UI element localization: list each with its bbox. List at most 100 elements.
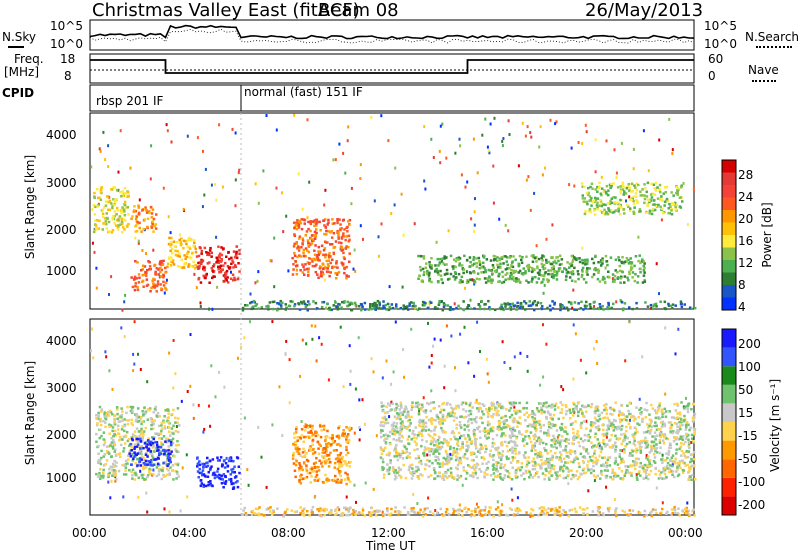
heatmap-cell [486, 420, 490, 424]
heatmap-cell [549, 272, 552, 276]
heatmap-cell [179, 241, 182, 244]
heatmap-cell [638, 442, 642, 446]
heatmap-cell [597, 413, 601, 417]
heatmap-cell [506, 267, 509, 270]
heatmap-cell [560, 262, 563, 266]
heatmap-cell [341, 432, 345, 435]
heatmap-cell [177, 430, 180, 434]
heatmap-cell [112, 203, 116, 207]
heatmap-cell [202, 465, 205, 468]
heatmap-cell [108, 293, 110, 296]
heatmap-cell [323, 224, 326, 227]
heatmap-cell [465, 444, 468, 447]
heatmap-cell [454, 455, 458, 458]
heatmap-cell [113, 222, 116, 225]
heatmap-cell [306, 274, 310, 277]
heatmap-cell [605, 260, 609, 263]
heatmap-cell [634, 186, 637, 189]
heatmap-cell [151, 454, 154, 457]
heatmap-cell [585, 371, 588, 375]
heatmap-cell [383, 306, 386, 310]
heatmap-cell [669, 421, 673, 424]
heatmap-cell [464, 286, 466, 290]
vel-cbar-tick-200: 200 [738, 337, 761, 351]
heatmap-cell [374, 305, 377, 308]
heatmap-cell [501, 340, 504, 344]
heatmap-cell [321, 271, 324, 274]
heatmap-cell [575, 436, 578, 439]
heatmap-cell [407, 468, 411, 472]
heatmap-cell [438, 436, 441, 439]
heatmap-cell [292, 442, 295, 446]
heatmap-cell [469, 412, 473, 416]
heatmap-cell [334, 265, 337, 269]
heatmap-cell [675, 452, 678, 455]
heatmap-cell [448, 461, 451, 464]
heatmap-cell [348, 480, 352, 483]
heatmap-cell [628, 306, 631, 309]
heatmap-cell [288, 358, 291, 362]
heatmap-cell [535, 244, 538, 248]
heatmap-cell [140, 230, 143, 233]
heatmap-cell [649, 193, 653, 196]
heatmap-cell [417, 431, 421, 434]
heatmap-cell [152, 217, 156, 221]
heatmap-cell [655, 486, 658, 490]
heatmap-cell [661, 415, 664, 419]
heatmap-cell [635, 307, 639, 310]
heatmap-cell [441, 462, 444, 466]
heatmap-cell [165, 278, 168, 282]
heatmap-cell [517, 262, 520, 266]
heatmap-cell [392, 370, 395, 374]
heatmap-cell [442, 261, 445, 265]
heatmap-cell [344, 471, 347, 475]
heatmap-cell [336, 272, 339, 275]
heatmap-cell [595, 459, 598, 462]
heatmap-cell [635, 461, 639, 465]
heatmap-cell [611, 277, 614, 281]
heatmap-cell [642, 264, 645, 268]
heatmap-cell [585, 262, 589, 266]
heatmap-cell [154, 449, 157, 452]
heatmap-cell [211, 458, 215, 461]
heatmap-cell [620, 424, 624, 428]
heatmap-cell [146, 449, 150, 452]
heatmap-cell [523, 444, 526, 447]
heatmap-cell [167, 469, 170, 472]
heatmap-cell [206, 253, 209, 257]
heatmap-cell [153, 463, 156, 466]
heatmap-cell [185, 453, 188, 457]
heatmap-cell [530, 449, 533, 452]
heatmap-cell [311, 264, 315, 268]
heatmap-cell [467, 414, 470, 417]
heatmap-cell [512, 420, 515, 424]
heatmap-cell [610, 422, 613, 426]
heatmap-cell [210, 183, 213, 187]
heatmap-cell [482, 429, 485, 432]
heatmap-cell [355, 500, 357, 504]
heatmap-cell [432, 452, 435, 456]
heatmap-cell [462, 268, 466, 271]
heatmap-cell [252, 299, 256, 303]
heatmap-cell [600, 204, 603, 208]
heatmap-cell [287, 269, 290, 273]
heatmap-cell [291, 256, 294, 260]
heatmap-cell [432, 156, 435, 159]
heatmap-cell [234, 265, 238, 268]
heatmap-cell [559, 428, 563, 432]
heatmap-cell [102, 455, 105, 458]
heatmap-cell [295, 440, 298, 444]
heatmap-cell [376, 299, 380, 303]
heatmap-cell [306, 471, 310, 475]
heatmap-cell [488, 407, 491, 410]
heatmap-cell [418, 274, 421, 278]
heatmap-cell [675, 436, 679, 439]
heatmap-cell [124, 434, 128, 437]
heatmap-cell [192, 244, 195, 248]
heatmap-cell [112, 435, 115, 438]
heatmap-cell [533, 413, 537, 417]
heatmap-cell [509, 406, 513, 410]
heatmap-cell [509, 308, 513, 311]
heatmap-cell [320, 462, 323, 465]
heatmap-cell [432, 344, 435, 348]
